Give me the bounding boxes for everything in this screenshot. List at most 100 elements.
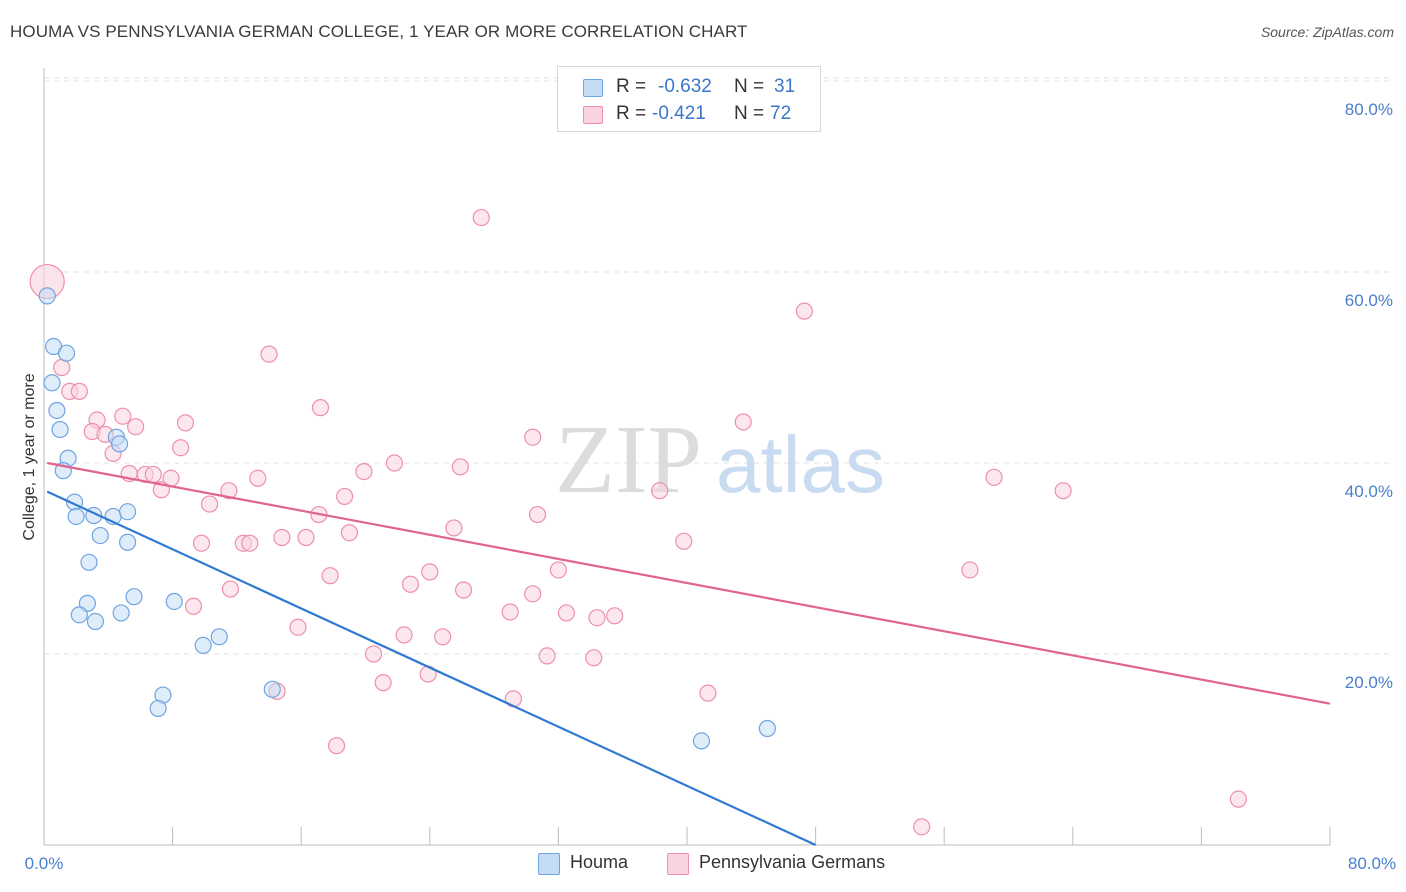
pennsylvania-germans-point — [549, 561, 568, 579]
pennsylvania-germans-point — [364, 645, 383, 663]
y-tick-label: 40.0% — [1345, 482, 1393, 501]
houma-point — [112, 604, 130, 622]
houma-point — [263, 680, 281, 698]
houma-point — [118, 503, 137, 521]
houma-point — [758, 719, 776, 738]
pennsylvania-germans-point — [114, 407, 132, 425]
pennsylvania-germans-point — [699, 684, 717, 702]
pennsylvania-germans-point — [1229, 790, 1247, 808]
pennsylvania-germans-point — [385, 454, 404, 472]
watermark-atlas: atlas — [716, 420, 885, 509]
y-tick-label: 60.0% — [1345, 291, 1393, 310]
pennsylvania-germans-point — [395, 626, 413, 644]
pennsylvania-germans-point — [434, 628, 452, 646]
pennsylvania-germans-point — [297, 528, 315, 547]
legend-r-value: -0.632 — [658, 76, 712, 97]
houma-point — [43, 374, 61, 392]
pennsylvania-germans-point — [985, 468, 1003, 486]
pennsylvania-germans-point — [336, 487, 354, 506]
houma-point — [48, 401, 66, 420]
legend-swatch-pennsylvania-germans — [583, 106, 603, 124]
pennsylvania-germans-point — [220, 482, 238, 500]
houma-point — [194, 636, 212, 655]
y-tick-label: 80.0% — [1345, 100, 1393, 119]
pennsylvania-germans-point — [734, 413, 752, 431]
houma-point — [67, 507, 85, 526]
houma-point — [51, 420, 69, 439]
pennsylvania-germans-point — [675, 532, 693, 550]
houma-point — [210, 628, 228, 646]
pennsylvania-germans-point — [127, 418, 145, 436]
legend-swatch-houma — [538, 853, 560, 875]
pennsylvania-germans-point — [401, 575, 420, 593]
x-tick-label-min: 0.0% — [25, 854, 64, 873]
pennsylvania-germans-point — [1054, 482, 1072, 500]
pennsylvania-germans-point — [913, 818, 931, 836]
pennsylvania-germans-point — [451, 458, 469, 476]
pennsylvania-germans-point — [184, 597, 203, 615]
houma-point — [86, 612, 105, 631]
pennsylvania-germans-point — [311, 399, 330, 417]
pennsylvania-germans-point — [557, 604, 576, 622]
pennsylvania-germans-point — [454, 581, 473, 599]
pennsylvania-germans-point — [501, 603, 519, 621]
legend-r-label: R = — [616, 103, 647, 124]
legend-n-label: N = — [734, 103, 765, 124]
pennsylvania-germans-point — [260, 345, 278, 363]
chart-source: Source: ZipAtlas.com — [1260, 24, 1394, 40]
pennsylvania-germans-point — [606, 607, 624, 625]
legend-r-label: R = — [616, 76, 647, 97]
legend-row-houma: R = -0.632 N = 31 — [558, 73, 820, 101]
legend-label-pennsylvania-germans: Pennsylvania Germans — [699, 852, 886, 872]
pennsylvania-germans-point — [374, 674, 392, 692]
legend-swatch-pennsylvania-germans — [667, 853, 689, 875]
pennsylvania-germans-point — [961, 561, 979, 579]
pennsylvania-germans-point — [421, 563, 439, 581]
houma-point — [118, 533, 137, 551]
watermark-zip: ZIP — [555, 406, 702, 514]
pennsylvania-germans-point — [289, 618, 307, 636]
pennsylvania-germans-point — [472, 208, 490, 227]
pennsylvania-germans-point — [795, 302, 813, 320]
houma-point — [57, 344, 76, 362]
y-axis-label: College, 1 year or more — [21, 373, 38, 540]
pennsylvania-germans-point — [651, 482, 669, 500]
houma-trend-line — [46, 490, 817, 846]
pennsylvania-germans-point — [340, 524, 359, 542]
houma-point — [70, 606, 88, 624]
houma-point — [38, 287, 56, 305]
pennsylvania-germans-point — [327, 737, 346, 755]
legend-row-pennsylvania-germans: R = -0.421 N = 72 — [558, 100, 820, 128]
houma-point — [165, 592, 183, 611]
pennsylvania-germans-point — [176, 414, 195, 432]
legend-n-value: 31 — [774, 76, 796, 97]
pennsylvania-germans-point — [445, 519, 463, 537]
houma-point — [149, 699, 167, 718]
pennsylvania-germans-point — [355, 462, 373, 481]
pennsylvania-germans-point — [273, 528, 291, 547]
legend-r-value: -0.421 — [652, 103, 706, 124]
pennsylvania-germans-point — [192, 534, 211, 552]
pennsylvania-germans-point — [241, 534, 259, 552]
pennsylvania-germans-trend-line — [47, 461, 1331, 705]
chart-title: HOUMA VS PENNSYLVANIA GERMAN COLLEGE, 1 … — [10, 22, 748, 41]
pennsylvania-germans-point — [200, 495, 219, 513]
pennsylvania-germans-point — [588, 609, 606, 627]
pennsylvania-germans-point — [221, 580, 240, 598]
pennsylvania-germans-point — [538, 647, 556, 665]
x-tick-label-max: 80.0% — [1348, 854, 1396, 873]
pennsylvania-germans-point — [53, 358, 71, 377]
houma-point — [110, 435, 129, 453]
legend-n-value: 72 — [770, 103, 792, 124]
pennsylvania-germans-point — [321, 567, 339, 585]
pennsylvania-germans-point — [524, 428, 542, 446]
pennsylvania-germans-point — [585, 649, 603, 667]
legend-label-houma: Houma — [570, 852, 629, 872]
legend-n-label: N = — [734, 76, 765, 97]
houma-point — [125, 588, 143, 606]
pennsylvania-germans-point — [70, 382, 88, 400]
pennsylvania-germans-point — [524, 585, 542, 603]
legend-swatch-houma — [583, 79, 603, 97]
pennsylvania-germans-point — [172, 439, 190, 457]
